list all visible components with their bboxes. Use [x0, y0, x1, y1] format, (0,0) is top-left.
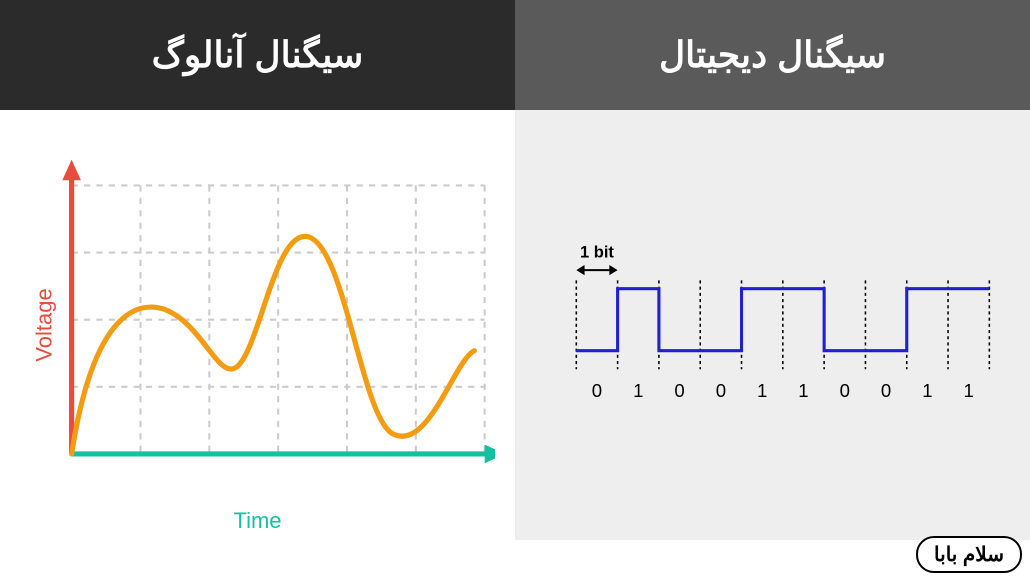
svg-text:1 bit: 1 bit [580, 243, 614, 262]
digital-title: سیگنال دیجیتال [659, 34, 886, 76]
watermark-text: سلام بابا [934, 544, 1004, 566]
svg-text:1: 1 [757, 380, 767, 401]
analog-x-axis-label: Time [233, 508, 281, 534]
watermark-badge: سلام بابا [916, 536, 1022, 573]
svg-text:1: 1 [633, 380, 643, 401]
analog-chart-svg [20, 140, 495, 520]
analog-title: سیگنال آنالوگ [152, 34, 364, 76]
svg-text:0: 0 [716, 380, 726, 401]
analog-panel: سیگنال آنالوگ Voltage Time [0, 0, 515, 540]
svg-text:0: 0 [881, 380, 891, 401]
digital-panel: سیگنال دیجیتال 0 1 0 0 1 1 0 0 1 1 1 bit [515, 0, 1030, 540]
svg-text:1: 1 [964, 380, 974, 401]
digital-chart-svg: 0 1 0 0 1 1 0 0 1 1 1 bit [535, 140, 1010, 520]
svg-text:1: 1 [922, 380, 932, 401]
analog-y-axis-label: Voltage [32, 288, 58, 361]
analog-chart-area: Voltage Time [0, 110, 515, 540]
digital-chart-area: 0 1 0 0 1 1 0 0 1 1 1 bit [515, 110, 1030, 540]
main-container: سیگنال آنالوگ Voltage Time سیگنال دیجیتا… [0, 0, 1030, 540]
svg-text:0: 0 [840, 380, 850, 401]
digital-header: سیگنال دیجیتال [515, 0, 1030, 110]
svg-text:0: 0 [592, 380, 602, 401]
svg-text:1: 1 [798, 380, 808, 401]
analog-header: سیگنال آنالوگ [0, 0, 515, 110]
svg-text:0: 0 [674, 380, 684, 401]
